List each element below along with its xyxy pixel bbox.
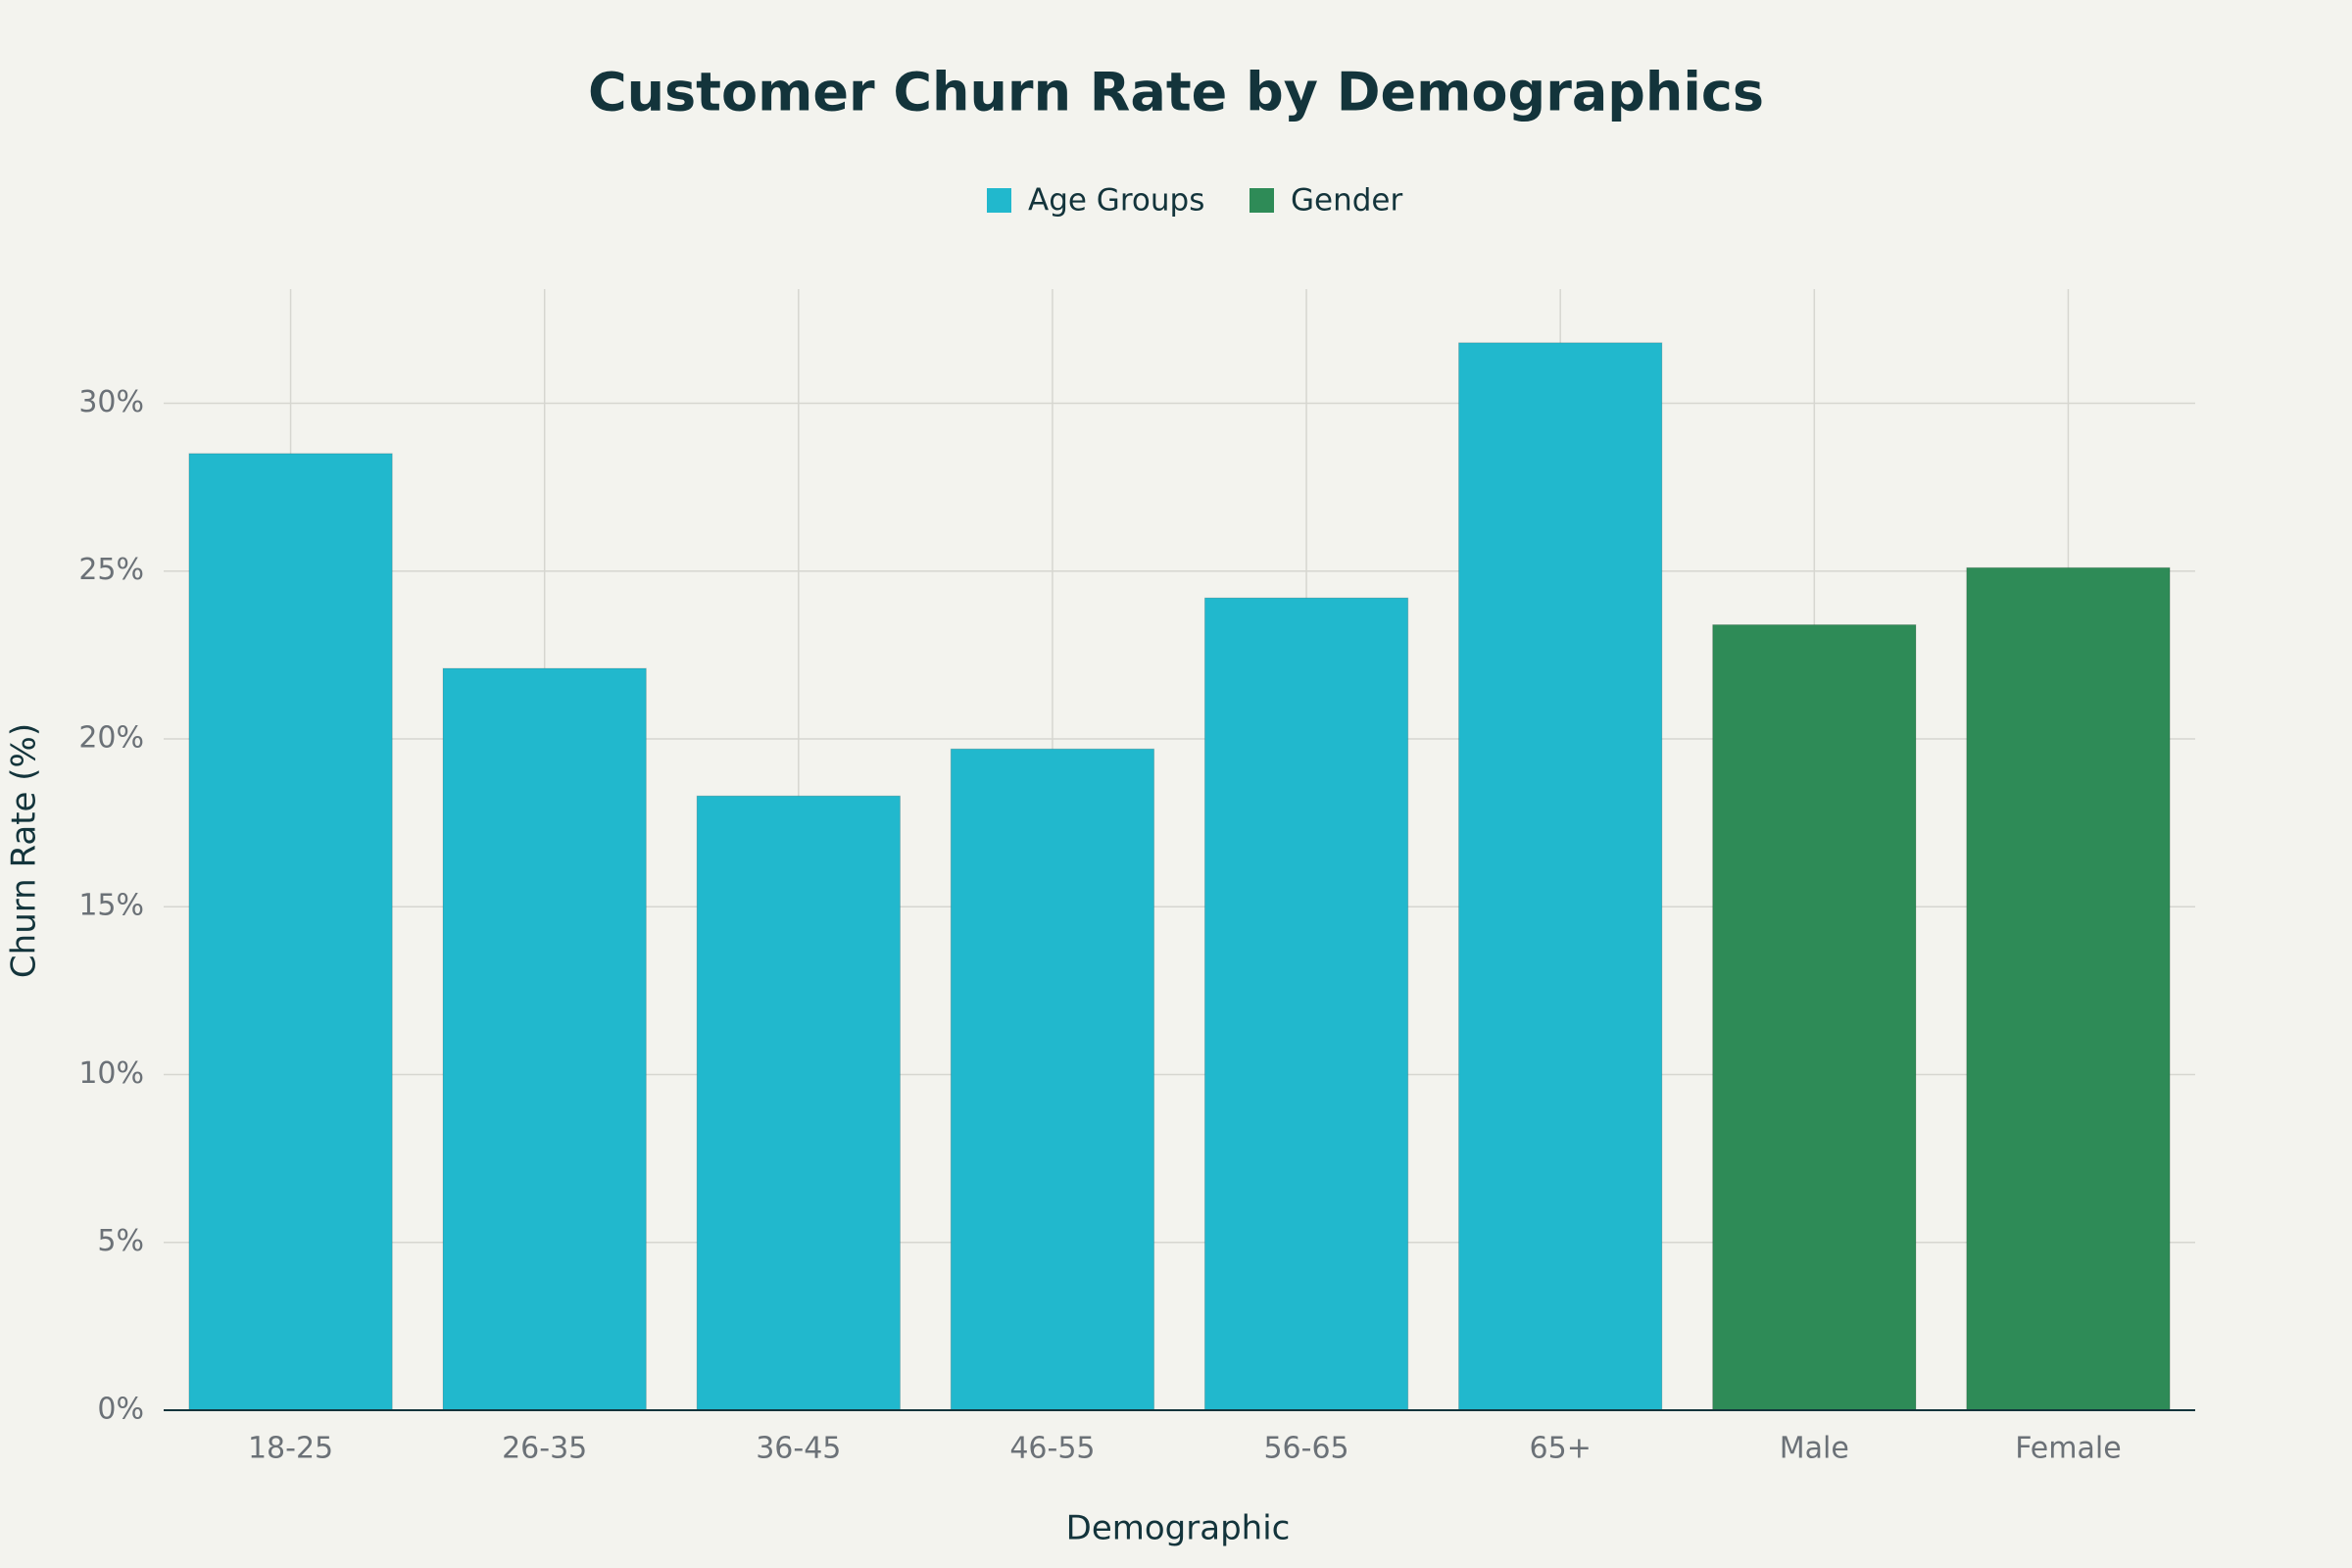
legend-swatch xyxy=(1250,188,1274,213)
x-tick-label: 26-35 xyxy=(502,1432,587,1466)
legend-label: Age Groups xyxy=(1028,183,1204,219)
y-tick-label: 25% xyxy=(78,553,144,587)
y-tick-label: 20% xyxy=(78,720,144,755)
x-tick-label: Male xyxy=(1780,1432,1849,1466)
bar xyxy=(696,795,901,1411)
x-tick-label: 56-65 xyxy=(1263,1432,1348,1466)
chart-title: Customer Churn Rate by Demographics xyxy=(588,62,1764,123)
y-axis-title: Churn Rate (%) xyxy=(5,723,44,978)
legend-swatch xyxy=(987,188,1011,213)
y-tick-label: 0% xyxy=(97,1393,144,1427)
bar xyxy=(1458,342,1663,1411)
legend-label: Gender xyxy=(1291,183,1402,219)
bar xyxy=(1712,624,1917,1411)
y-tick-label: 30% xyxy=(78,385,144,419)
x-tick-label: 65+ xyxy=(1530,1432,1592,1466)
bar xyxy=(188,453,393,1411)
y-tick-label: 5% xyxy=(97,1224,144,1258)
bar xyxy=(1203,597,1409,1411)
x-axis-title: Demographic xyxy=(1066,1509,1291,1548)
x-tick-label: 46-55 xyxy=(1009,1432,1095,1466)
bar xyxy=(1966,566,2171,1411)
y-tick-label: 15% xyxy=(78,889,144,923)
y-tick-label: 10% xyxy=(78,1056,144,1091)
x-tick-label: 36-45 xyxy=(756,1432,841,1466)
x-tick-label: Female xyxy=(2015,1432,2121,1466)
bar xyxy=(950,748,1155,1411)
x-tick-label: 18-25 xyxy=(248,1432,333,1466)
bar xyxy=(442,667,647,1411)
